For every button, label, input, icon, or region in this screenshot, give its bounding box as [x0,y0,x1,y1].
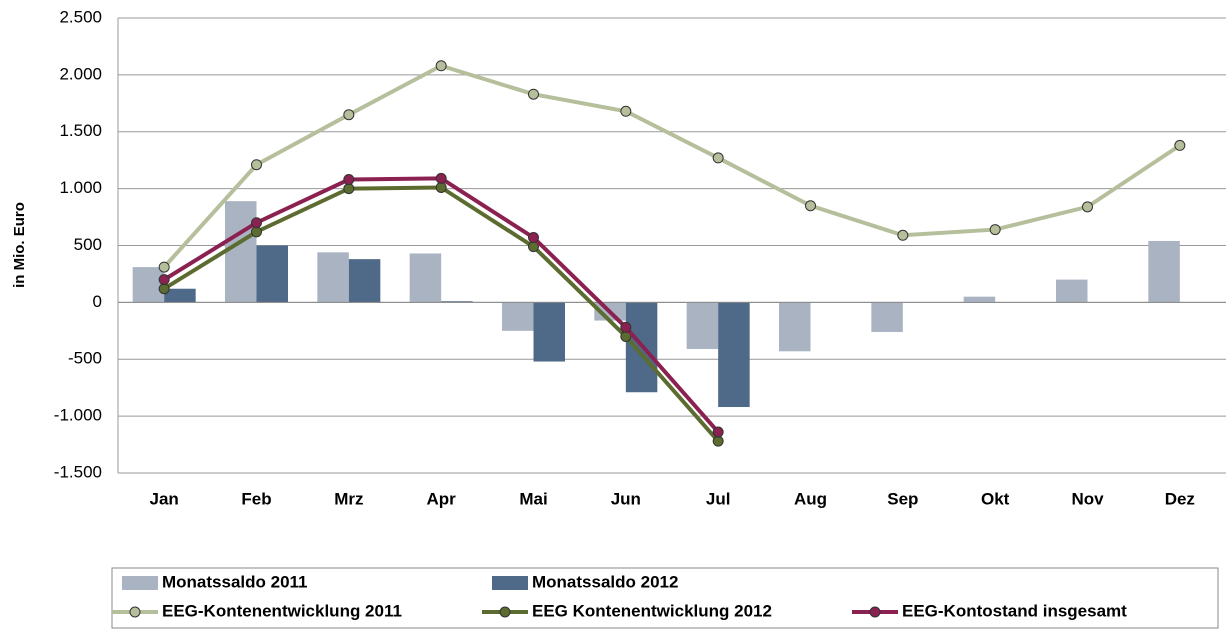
bar [225,201,257,303]
marker [343,183,355,195]
y-tick-label: 0 [93,292,102,311]
marker [620,105,632,117]
marker [251,159,262,171]
x-tick-label: Apr [427,489,457,508]
marker [1174,139,1186,151]
legend-label: Monatssaldo 2012 [532,572,678,591]
marker [712,152,724,164]
bar [1056,279,1088,303]
legend-marker [499,606,511,618]
x-tick-label: Aug [794,489,827,508]
bar [779,302,811,352]
legend-marker [869,606,881,618]
marker [620,321,632,333]
marker [343,109,355,121]
legend-swatch [492,576,528,590]
legend-label: Monatssaldo 2011 [162,572,308,591]
bar [164,288,196,303]
x-tick-label: Mrz [334,489,363,508]
x-tick-label: Jul [706,489,731,508]
bar [502,302,534,331]
bar [963,296,996,303]
bar [533,302,565,362]
marker [435,172,447,184]
y-tick-label: 2.500 [59,7,102,26]
marker [251,226,262,238]
legend-box [111,567,1219,629]
marker [805,200,816,212]
marker [158,274,170,286]
y-tick-label: 500 [74,235,102,254]
marker [343,174,355,186]
legend-swatch [122,576,158,590]
y-tick-label: -500 [68,349,102,368]
marker [435,181,447,193]
bar [871,302,903,332]
line [162,63,1181,269]
bar [132,267,165,303]
x-tick-label: Sep [887,489,918,508]
marker [712,426,724,438]
y-axis-label: in Mio. Euro [11,202,28,288]
y-tick-label: -1.500 [54,462,102,481]
legend-label: EEG Kontenentwicklung 2012 [532,601,772,620]
x-tick-label: Nov [1071,489,1104,508]
bar [441,301,473,303]
marker [251,217,262,229]
bar [348,259,381,303]
y-tick-label: 2.000 [59,64,102,83]
x-tick-label: Jun [611,489,641,508]
marker [158,261,170,273]
bar [409,253,442,303]
bar [256,245,288,303]
bar [317,252,349,303]
x-tick-label: Jan [150,489,179,508]
marker [528,232,539,244]
x-tick-label: Feb [241,489,271,508]
bar [686,302,719,350]
marker [528,88,539,100]
legend-label: EEG-Kontenentwicklung 2011 [162,601,402,620]
marker [158,283,170,295]
legend-label: EEG-Kontostand insgesamt [902,601,1127,620]
x-tick-label: Dez [1165,489,1195,508]
y-tick-label: 1.000 [59,178,102,197]
x-tick-label: Mai [519,489,547,508]
bar [718,302,750,408]
bar [1148,240,1180,303]
y-tick-label: -1.000 [54,406,102,425]
marker [712,435,724,447]
legend-marker [129,606,141,618]
y-tick-label: 1.500 [59,121,102,140]
marker [435,60,447,72]
marker [897,229,909,241]
marker [989,224,1001,236]
marker [1082,201,1093,213]
x-tick-label: Okt [981,489,1010,508]
